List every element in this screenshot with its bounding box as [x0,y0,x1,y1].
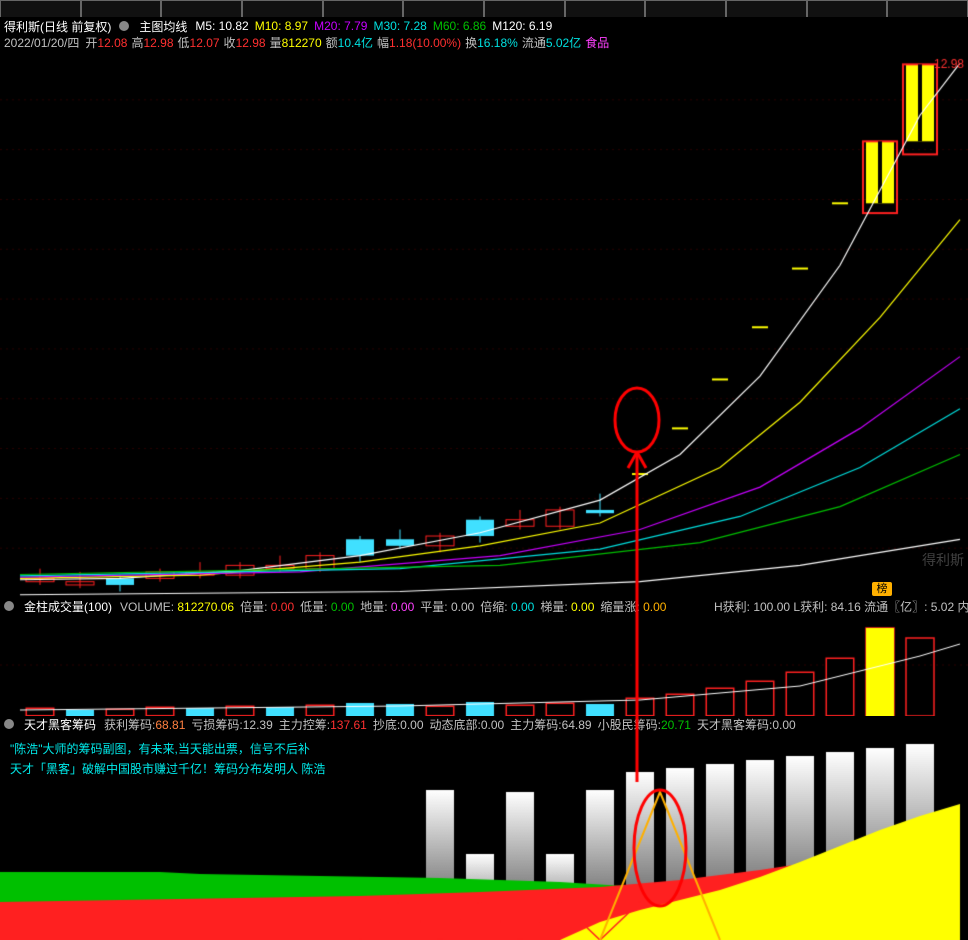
watermark: 得利斯 [922,550,964,570]
rank-badge[interactable]: 榜 [872,582,892,596]
chip-title: 天才黑客筹码 [24,716,96,733]
ohlc-values: 开12.08高12.98低12.07收12.98量812270额10.4亿幅1.… [85,34,613,51]
stock-name: 得利斯(日线 前复权) [4,18,111,35]
dot-icon [119,21,129,31]
dot-icon [4,601,14,611]
chip-tip-2: 天才「黑客」破解中国股市赚过千亿！筹码分布发明人 陈浩 [10,760,325,777]
date-label: 2022/01/20/四 [4,34,79,51]
main-kline-chart[interactable] [0,50,968,598]
chip-header: 天才黑客筹码 获利筹码:68.81亏损筹码:12.39主力控筹:137.61抄底… [4,716,802,732]
dot-icon [4,719,14,729]
volume-chart[interactable] [0,614,968,716]
volume-header: 金柱成交量(100) VOLUME: 812270.06倍量: 0.00低量: … [4,598,672,614]
chip-values: 获利筹码:68.81亏损筹码:12.39主力控筹:137.61抄底:0.00动态… [104,716,802,733]
chip-tip-1: "陈浩"大师的筹码副图，有未来,当天能出票，信号不后补 [10,740,310,757]
volume-values: VOLUME: 812270.06倍量: 0.00低量: 0.00地量: 0.0… [120,598,672,615]
chart-header-2: 2022/01/20/四 开12.08高12.98低12.07收12.98量81… [4,34,613,50]
chart-header-1: 得利斯(日线 前复权) 主图均线 M5: 10.82M10: 8.97M20: … [4,18,558,34]
volume-title: 金柱成交量(100) [24,598,112,615]
main-ma-label: 主图均线 [139,18,187,35]
top-tabs[interactable] [0,0,968,18]
ma-values: M5: 10.82M10: 8.97M20: 7.79M30: 7.28M60:… [195,19,558,33]
